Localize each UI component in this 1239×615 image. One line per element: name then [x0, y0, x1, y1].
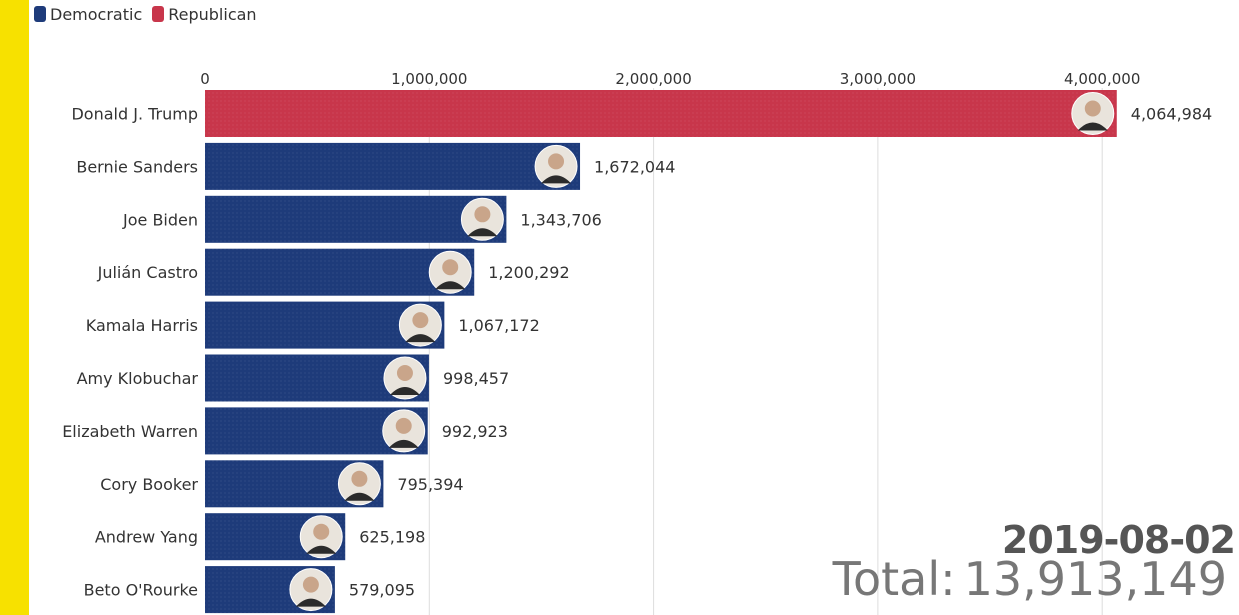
candidate-photo-body [306, 545, 337, 554]
bar-row: Donald J. Trump 4,064,984 [71, 90, 1212, 137]
category-label: Joe Biden [122, 210, 198, 229]
value-label: 579,095 [349, 581, 415, 600]
candidate-photo-body [1077, 122, 1108, 131]
category-label: Kamala Harris [86, 316, 198, 335]
category-label: Cory Booker [100, 475, 198, 494]
date-label: 2019-08-02 [1001, 518, 1236, 562]
candidate-photo-head [395, 417, 412, 434]
x-tick-label: 1,000,000 [391, 70, 467, 88]
candidate-photo-head [351, 470, 368, 487]
bar-row: Kamala Harris 1,067,172 [86, 301, 540, 349]
bar-row: Amy Klobuchar 998,457 [77, 354, 509, 402]
candidate-photo-body [435, 281, 466, 290]
candidate-photo-body [389, 387, 420, 395]
bar-row: Beto O'Rourke 579,095 [84, 566, 415, 614]
x-tick-label: 4,000,000 [1064, 70, 1140, 88]
bar-row: Andrew Yang 625,198 [95, 513, 425, 561]
category-label: Bernie Sanders [76, 157, 198, 176]
legend-label-republican: Republican [168, 4, 257, 24]
legend: Democratic Republican [34, 4, 257, 24]
value-label: 992,923 [442, 422, 508, 441]
bar-texture [205, 90, 1117, 137]
x-tick-label: 0 [200, 70, 210, 88]
candidate-photo-head [396, 365, 413, 381]
x-tick-label: 2,000,000 [615, 70, 691, 88]
bar-row: Elizabeth Warren 992,923 [62, 407, 508, 455]
candidate-photo-head [548, 153, 565, 170]
candidate-photo-body [541, 175, 572, 184]
value-label: 1,343,706 [520, 210, 601, 229]
candidate-photo-body [405, 334, 436, 343]
bar-row: Bernie Sanders 1,672,044 [76, 142, 675, 190]
bar-texture [205, 195, 507, 243]
value-label: 1,067,172 [458, 316, 539, 335]
value-label: 998,457 [443, 369, 509, 388]
value-label: 1,200,292 [488, 263, 569, 282]
candidate-photo-head [313, 523, 330, 540]
candidate-photo-body [344, 492, 375, 501]
candidate-photo-head [412, 312, 429, 329]
category-label: Donald J. Trump [71, 105, 198, 124]
candidate-photo-body [467, 228, 498, 237]
candidate-photo-head [442, 259, 459, 276]
candidate-photo-body [388, 439, 419, 448]
bar-row: Joe Biden 1,343,706 [122, 195, 602, 243]
value-label: 795,394 [397, 475, 463, 494]
candidate-photo-body [295, 598, 326, 607]
yellow-side-strip [0, 0, 29, 615]
category-label: Julián Castro [97, 263, 198, 282]
legend-swatch-democratic [34, 6, 46, 22]
candidate-photo-head [302, 576, 319, 593]
bar-row: Cory Booker 795,394 [100, 460, 464, 508]
bar-row: Julián Castro 1,200,292 [97, 248, 570, 296]
total-label: Total: 13,913,149 [833, 552, 1235, 606]
value-label: 1,672,044 [594, 157, 675, 176]
total-value: 13,913,149 [963, 552, 1227, 606]
category-label: Amy Klobuchar [77, 369, 199, 388]
bar-texture [205, 142, 581, 190]
legend-item-democratic: Democratic [34, 5, 142, 24]
legend-label-democratic: Democratic [50, 4, 143, 24]
legend-swatch-republican [152, 6, 165, 22]
x-tick-label: 3,000,000 [840, 70, 916, 88]
category-label: Beto O'Rourke [84, 581, 198, 600]
legend-item-republican: Republican [152, 4, 257, 24]
value-label: 4,064,984 [1131, 105, 1212, 124]
total-label-prefix: Total: [832, 552, 956, 606]
value-label: 625,198 [359, 528, 425, 547]
category-label: Elizabeth Warren [62, 422, 198, 441]
candidate-photo-head [1084, 100, 1101, 117]
category-label: Andrew Yang [95, 528, 198, 547]
candidate-photo-head [474, 206, 491, 223]
